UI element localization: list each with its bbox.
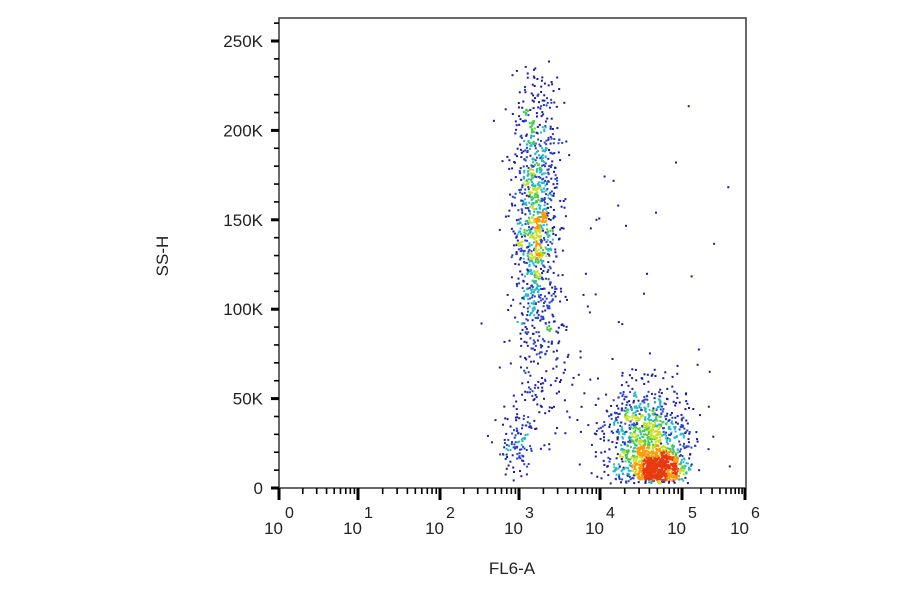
- x-tick-label: 105: [667, 505, 697, 538]
- y-tick-label: 200K: [223, 121, 263, 140]
- x-tick-label: 106: [730, 505, 760, 538]
- y-tick-label: 100K: [223, 300, 263, 319]
- x-tick-label: 104: [585, 505, 615, 538]
- x-tick-label: 100: [264, 505, 294, 538]
- x-axis: 100 101 102 103 104 105 106: [264, 488, 760, 538]
- y-tick-label: 150K: [223, 211, 263, 230]
- y-tick-label: 250K: [223, 32, 263, 51]
- y-tick-label: 50K: [233, 390, 264, 409]
- x-axis-title: FL6-A: [489, 559, 536, 578]
- y-axis: 0 50K 100K 150K 200K 250K: [223, 22, 279, 498]
- x-tick-label: 101: [343, 505, 373, 538]
- x-tick-label: 103: [504, 505, 534, 538]
- plot-frame: [278, 17, 747, 489]
- scatter-points: [480, 60, 731, 485]
- x-tick-label: 102: [425, 505, 455, 538]
- y-axis-title: SS-H: [153, 236, 172, 277]
- y-tick-label: 0: [254, 479, 263, 498]
